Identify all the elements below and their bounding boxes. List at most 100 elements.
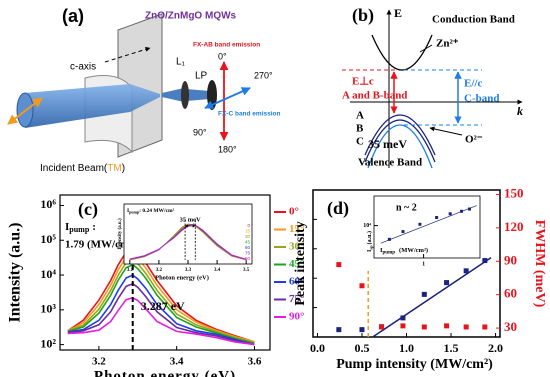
pump-annotation-part: I [65,221,69,233]
axis-label: k [517,104,523,118]
legend-label: 0° [289,206,299,218]
pump-value: 1.79 (MW/cm²) [65,239,136,251]
c-polarization [204,87,251,109]
panel-label: (a) [62,6,84,26]
y-tick-label: 150 [504,185,524,200]
data-point [379,324,385,330]
legend-label: 75° [289,293,304,305]
emission-label: FX-C band emission [218,111,281,118]
band-label: Valence Band [358,157,422,169]
ion-label: O²⁻ [465,134,483,146]
x-axis-title-part: (MW/cm²) [399,247,428,254]
x-tick-label: 3.6 [248,356,262,368]
data-point [421,291,427,297]
pump-annotation-part: : 0.24 MW/cm² [139,208,174,214]
x-axis-title-part: I [380,247,383,254]
data-point [463,268,469,274]
panel-label: (d) [327,198,349,219]
panel-label: (c) [78,199,98,220]
anion-arrow [429,126,463,136]
emission-beam [186,89,210,101]
legend-label: 15° [289,223,304,235]
y-tick-label: 10⁴ [363,223,371,229]
x-tick-label: 0.0 [310,341,325,355]
pump-annotation-part: I [127,208,129,214]
legend-label: 45° [289,258,304,270]
data-point [482,258,488,264]
polarizer-label: LP [195,71,208,82]
band-label: Conduction Band [432,14,515,26]
band-label: C [356,136,364,148]
y-axis-title: Isp(a.u.) [366,231,373,252]
data-point [387,237,391,241]
y-tick-label: 30 [504,319,517,334]
panel-a: (a) ZnO/ZnMgO MQWs c-axis L₁ LP 0° 270° … [7,6,281,174]
x-tick-label: 3.3 [185,268,192,273]
legend-label: 60 [245,245,251,250]
legend-label: 75 [245,251,251,256]
y-tick-label: 10⁵ [40,232,56,246]
data-point [460,209,464,213]
x-tick-label: 3.4 [170,356,184,368]
legend-label: 60° [289,276,304,288]
series-line [67,282,255,346]
split-label: 35 meV [180,216,201,223]
fit-line [372,256,492,338]
data-point [336,327,342,333]
data-point [336,262,342,268]
plot-frame [373,195,481,259]
data-point [359,327,365,333]
emission-label: FX-AB band emission [193,42,260,49]
y-axis-title: Intensity (a.u.) [118,218,123,250]
x-tick-label: 3.2 [156,268,163,273]
cation-arrow [419,44,433,53]
series-line [67,297,255,346]
x-tick-label: 3.2 [92,356,106,368]
y2-axis-title: FWHM (meV) [532,220,547,308]
data-point [359,283,365,289]
angle-label: 180° [218,144,237,154]
angle-label: 270° [254,70,273,80]
lens-label: L₁ [176,57,186,68]
angle-label: 0° [218,51,227,61]
x-axis-title-part: pump [383,251,396,256]
conduction-band [371,34,433,71]
sample-title: ZnO/ZnMgO MQWs [145,11,237,22]
beam-mode: TM [107,163,121,174]
series-line [67,263,255,344]
legend-label: 45 [245,240,251,245]
x-axis-title: Ipump (MW/cm²) [380,247,428,255]
band-label: C-band [464,93,499,105]
incident-beam [25,84,160,128]
data-point [444,323,450,329]
peak-label: 3.287 eV [141,299,185,313]
y-tick-label: 10⁴ [40,267,56,281]
band-label: A and B-band [342,90,407,102]
axis-label: E [394,6,402,20]
ion-label: Zn²⁺ [436,38,459,50]
data-point [444,280,450,286]
angle-label: 90° [193,127,207,137]
data-point [468,207,472,211]
y-axis-title-part: sp [369,245,374,250]
legend-label: 30 [245,234,251,239]
pump-annotation-part: : [92,221,96,233]
data-point [463,324,469,330]
y-axis-title: Intensity (a.u.) [7,222,24,322]
data-point [400,315,406,321]
polarization-label: E//c [464,78,482,90]
splitting-label: 35 meV [368,137,407,151]
emission-beam [162,88,184,102]
series-line [67,274,255,346]
y-tick-label: 10³ [40,302,56,316]
y-tick-label: 10² [40,336,56,350]
y-axis-title-part: I [367,249,373,252]
x-tick-label: 1.0 [399,341,414,355]
data-point [435,216,439,220]
x-tick-label: 3.1 [127,268,134,273]
data-point [400,323,406,329]
beam-text: ) [122,163,125,174]
pump-annotation-part: pump [69,225,90,234]
panel-b: (b) E k Conduction Band Zn²⁺ E⊥c A and B… [342,5,523,169]
lens-l1 [181,81,189,109]
